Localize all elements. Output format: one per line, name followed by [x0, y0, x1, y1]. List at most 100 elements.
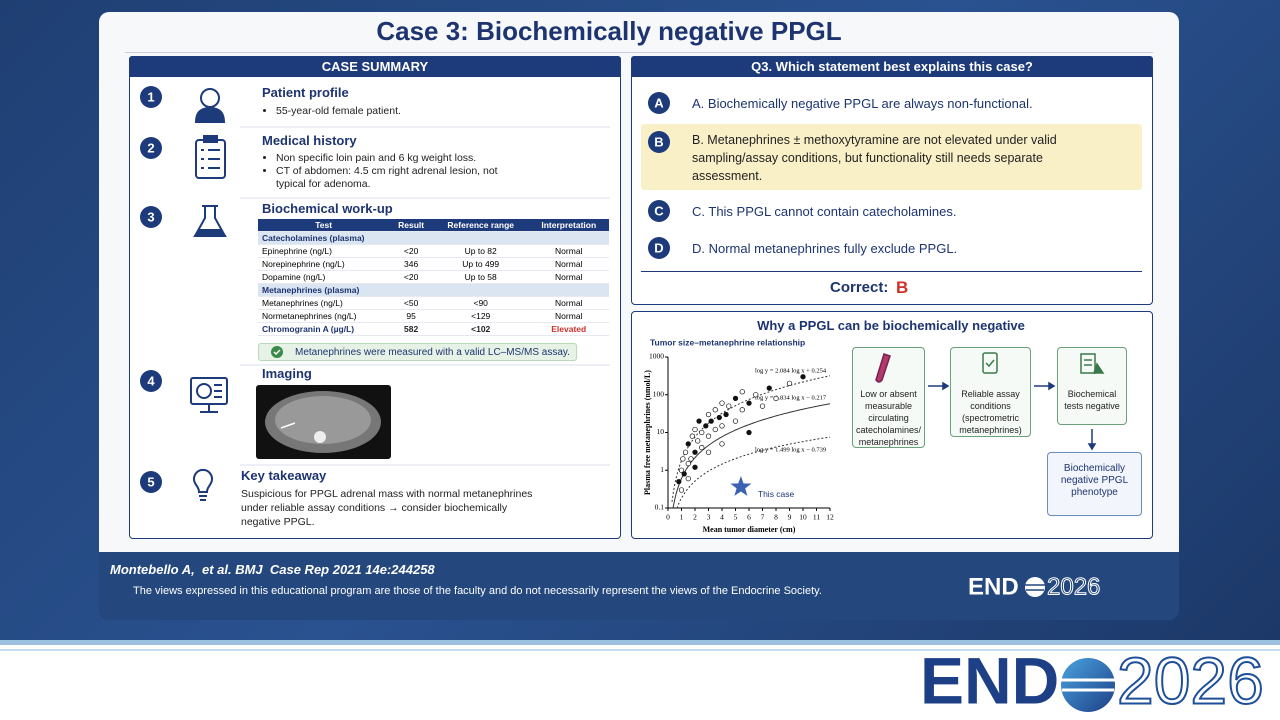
stripe [0, 640, 1280, 645]
badge: D [654, 240, 663, 255]
point [685, 460, 691, 467]
check [273, 349, 281, 356]
point [739, 389, 745, 395]
point [696, 418, 702, 424]
point [786, 380, 793, 387]
cell: <20 [389, 244, 433, 258]
x-tick-label: 6 [747, 513, 751, 522]
takeaway: Suspicious for PPGL adrenal mass with no… [241, 488, 533, 528]
x-tick-label: 1 [680, 513, 684, 522]
point [759, 403, 766, 409]
point [716, 414, 722, 421]
y-tick-label: 100 [653, 389, 665, 398]
cell: Normetanephrines (ng/L) [258, 309, 390, 323]
flow-icons [875, 352, 1105, 383]
correct-value: B [896, 278, 909, 297]
bullets: 55-year-old female patient. [262, 105, 576, 118]
correct-label: Correct: [830, 279, 889, 296]
point [689, 433, 695, 439]
point [692, 464, 698, 470]
bullet: Non specific loin pain and 6 kg weight l… [276, 152, 516, 165]
point [712, 407, 718, 413]
cell: <20 [389, 270, 433, 284]
option: C. This PPGL cannot contain catecholamin… [692, 204, 957, 219]
point [739, 407, 745, 413]
header-cell: Test [258, 219, 390, 232]
x-tick-label: 10 [799, 513, 807, 522]
cell: Dopamine (ng/L) [258, 270, 390, 284]
badge-labels: 1 2 3 4 5 A B C D [147, 89, 664, 489]
table-header: Test Result Reference range Interpretation [258, 219, 609, 232]
rule [641, 271, 1142, 272]
chart: Tumor size–metanephrine relationship Mean… [643, 337, 834, 534]
point [705, 449, 712, 455]
point [766, 385, 772, 391]
flow-box: Reliable assay conditions (spectrometric… [950, 347, 1031, 437]
ct-organs [275, 396, 371, 444]
point [678, 487, 685, 493]
fit-curve [671, 375, 830, 502]
badge: B [654, 134, 663, 149]
curve-label: log y = 1.499 log x − 0.739 [755, 446, 826, 453]
bullet: CT of abdomen: 4.5 cm right adrenal lesi… [276, 165, 516, 191]
cell: Normal [528, 244, 609, 258]
table-row: Epinephrine (ng/L) <20 Up to 82 Normal [258, 244, 609, 258]
highlight [641, 124, 1142, 190]
section-cell: Metanephrines (plasma) [258, 283, 609, 297]
x-tick-label: 5 [734, 513, 738, 522]
point [692, 449, 698, 455]
point [699, 429, 705, 436]
stripe [0, 649, 1280, 651]
curve-label: log y = 2.084 log x + 0.254 [755, 367, 827, 374]
point [719, 400, 725, 406]
cell: <50 [389, 296, 433, 310]
point [703, 423, 709, 429]
point [726, 403, 732, 409]
flow-box: Biochemically negative PPGL phenotype [1047, 452, 1142, 516]
logo-text: 2026 [1047, 573, 1100, 600]
reference: Montebello A, et al. BMJ Case Rep 2021 1… [110, 562, 435, 577]
point [685, 475, 691, 482]
y-tick-label: 0.1 [655, 503, 665, 512]
disclaimer: The views expressed in this educational … [133, 585, 822, 597]
y-axis-label: Plasma free metanephrines (nmol/L) [643, 370, 652, 495]
point [678, 467, 685, 473]
flow-arrows [928, 381, 1097, 451]
chart-title: Tumor size–metanephrine relationship [650, 337, 805, 347]
point [692, 426, 698, 433]
cell: Up to 58 [432, 270, 529, 284]
summary-heading: CASE SUMMARY [129, 56, 621, 77]
cell: <102 [432, 322, 529, 336]
item-title: Imaging [262, 366, 312, 381]
point [732, 395, 739, 402]
why-title: Why a PPGL can be biochemically negative [757, 318, 1025, 333]
x-tick-label: 9 [788, 513, 792, 522]
item-title: Biochemical work-up [262, 201, 393, 216]
x-tick-label: 3 [707, 513, 711, 522]
x-tick-label: 0 [666, 513, 670, 522]
cell: Normal [528, 270, 609, 284]
cell: <129 [432, 309, 529, 323]
item-title: Key takeaway [241, 468, 327, 483]
point [682, 449, 689, 455]
point [685, 441, 691, 447]
section-cell: Catecholamines (plasma) [258, 231, 609, 245]
x-axis-label: Mean tumor diameter (cm) [703, 525, 796, 534]
title: Case 3: Biochemically negative PPGL [376, 16, 842, 46]
x-tick-label: 4 [720, 513, 724, 522]
cell: <90 [432, 296, 529, 310]
cell: Normal [528, 296, 609, 310]
y-tick-label: 1000 [649, 352, 664, 361]
point [712, 426, 718, 433]
cell: Up to 82 [432, 244, 529, 258]
section-row: Catecholamines (plasma) [258, 231, 609, 245]
table-row: Metanephrines (ng/L) <50 <90 Normal [258, 296, 609, 310]
badge: 4 [147, 373, 155, 388]
cell: Norepinephrine (ng/L) [258, 257, 390, 271]
point [705, 411, 712, 418]
footer-logo: END 2026 [968, 573, 1101, 601]
curve-label: log y = 1.834 log x − 0.217 [755, 394, 827, 401]
big-logo: END 2026 [920, 642, 1265, 718]
table-row: Chromogranin A (µg/L) 582 <102 Elevated [258, 322, 609, 336]
